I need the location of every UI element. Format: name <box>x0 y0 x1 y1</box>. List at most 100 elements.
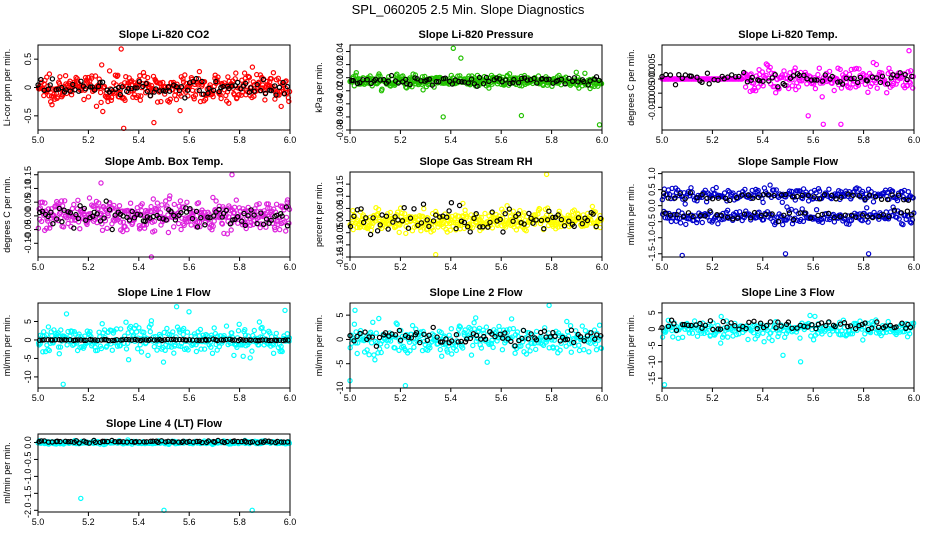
data-point <box>260 76 267 83</box>
chart-panel-3: Slope Li-820 Temp.degrees C per min.5.0 5… <box>626 29 920 145</box>
data-point <box>366 352 372 358</box>
data-point <box>703 199 710 205</box>
chart-panel-4: Slope Amb. Box Temp.degrees C per min.5.… <box>2 156 296 272</box>
data-point <box>354 333 360 340</box>
x-tick-label: 5.2 <box>82 393 95 403</box>
data-point <box>126 337 132 343</box>
data-point <box>150 196 156 202</box>
data-point <box>906 331 913 337</box>
data-point <box>847 331 854 337</box>
data-point <box>284 331 290 337</box>
data-point <box>848 212 855 218</box>
data-point <box>896 216 902 222</box>
data-point <box>56 337 62 343</box>
data-point <box>492 333 498 340</box>
data-point <box>802 210 808 216</box>
data-point <box>353 69 359 76</box>
data-point <box>430 227 437 234</box>
data-point <box>199 78 205 85</box>
data-point <box>151 343 157 350</box>
data-point <box>558 76 565 83</box>
data-point <box>367 231 374 238</box>
data-point <box>257 337 263 343</box>
data-point <box>374 228 381 234</box>
data-point <box>53 217 59 223</box>
data-point <box>476 74 483 81</box>
data-point <box>590 211 596 217</box>
data-point <box>870 214 876 221</box>
data-point <box>910 195 916 201</box>
data-point <box>166 196 172 202</box>
data-point <box>664 215 671 221</box>
data-point <box>694 194 700 201</box>
data-point <box>805 324 811 330</box>
data-point <box>45 324 52 330</box>
data-point <box>593 74 600 80</box>
y-axis: -0.500.5 <box>23 53 38 124</box>
data-point <box>366 334 372 340</box>
x-tick-label: 5.0 <box>32 393 45 403</box>
data-point <box>57 438 63 445</box>
data-point <box>482 336 489 342</box>
data-point <box>54 438 61 444</box>
data-point <box>728 320 734 326</box>
data-point <box>864 205 870 211</box>
data-point <box>117 342 124 349</box>
data-point <box>555 212 561 218</box>
data-point <box>158 98 164 105</box>
data-point <box>171 201 177 208</box>
x-tick-label: 5.4 <box>757 135 770 145</box>
data-point <box>165 229 172 236</box>
data-point <box>898 210 905 216</box>
x-tick-label: 5.8 <box>857 135 870 145</box>
data-point <box>476 214 482 220</box>
data-point <box>251 212 257 218</box>
data-point <box>680 321 686 328</box>
data-point <box>433 251 439 258</box>
data-point <box>515 79 522 86</box>
data-point <box>489 337 495 343</box>
data-point <box>797 210 803 216</box>
data-point <box>350 207 356 214</box>
data-point <box>210 213 217 219</box>
data-point <box>360 219 367 226</box>
y-tick-label: -0.02 <box>335 81 345 102</box>
data-point <box>446 208 452 214</box>
data-point <box>523 351 530 357</box>
data-point <box>148 208 155 215</box>
data-point <box>258 325 264 332</box>
data-point <box>382 330 389 336</box>
data-point <box>411 206 417 212</box>
panel-title: Slope Li-820 Temp. <box>738 29 837 41</box>
y-tick-label: -5 <box>335 360 345 368</box>
y-tick-label: -0.04 <box>335 94 345 115</box>
data-point <box>718 212 725 219</box>
data-point <box>865 219 871 225</box>
data-point <box>237 336 243 343</box>
panel-title: Slope Amb. Box Temp. <box>105 156 224 168</box>
data-point <box>241 210 247 217</box>
data-point <box>38 76 44 83</box>
x-tick-label: 5.6 <box>807 393 820 403</box>
data-point <box>78 495 84 502</box>
data-point <box>829 73 835 80</box>
data-point <box>144 88 150 95</box>
data-point <box>722 195 729 201</box>
data-point <box>820 121 827 128</box>
y-axis-label: ml/min per min. <box>2 315 12 377</box>
data-point <box>699 219 706 226</box>
data-point <box>385 78 391 84</box>
y-tick-label: 0.005 <box>647 54 657 77</box>
data-point <box>809 322 815 328</box>
x-tick-label: 6.0 <box>908 393 921 403</box>
y-tick-label: -0.5 <box>23 452 33 468</box>
data-point <box>51 212 57 219</box>
data-point <box>571 75 578 81</box>
x-tick-label: 5.0 <box>344 262 357 272</box>
y-axis: -10-505 <box>23 319 38 383</box>
data-point <box>147 329 153 335</box>
data-point <box>525 343 531 349</box>
